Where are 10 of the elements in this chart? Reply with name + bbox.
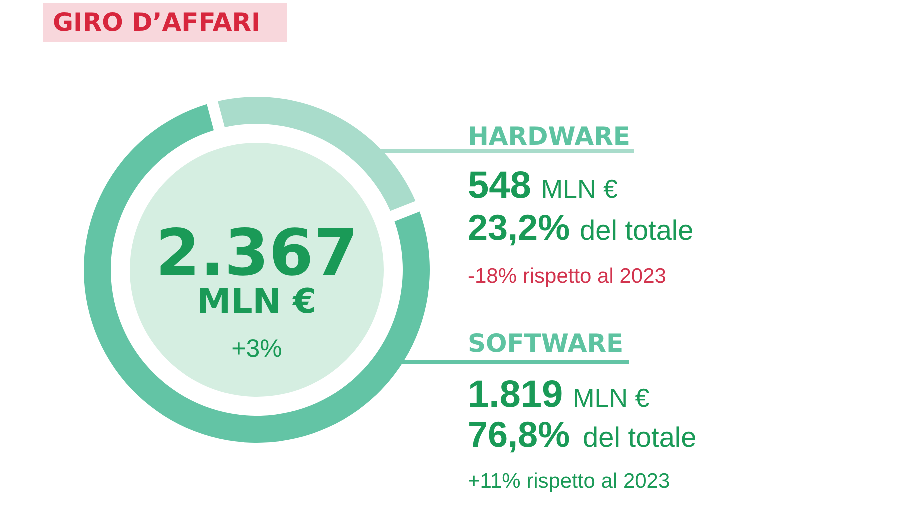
text: -18% rispetto al 2023: [468, 265, 666, 288]
slice-label: HARDWARE: [468, 122, 630, 151]
text: +11% rispetto al 2023: [468, 470, 670, 493]
slice-label: SOFTWARE: [468, 329, 624, 358]
text: 23,2% del totale: [468, 207, 694, 248]
text: +3%: [232, 335, 282, 363]
data-label: 548 MLN €: [468, 165, 618, 207]
chart-title: GIRO D’AFFARI: [53, 8, 261, 37]
data-label: 1.819 MLN €: [468, 374, 650, 416]
text: 76,8% del totale: [468, 414, 697, 455]
